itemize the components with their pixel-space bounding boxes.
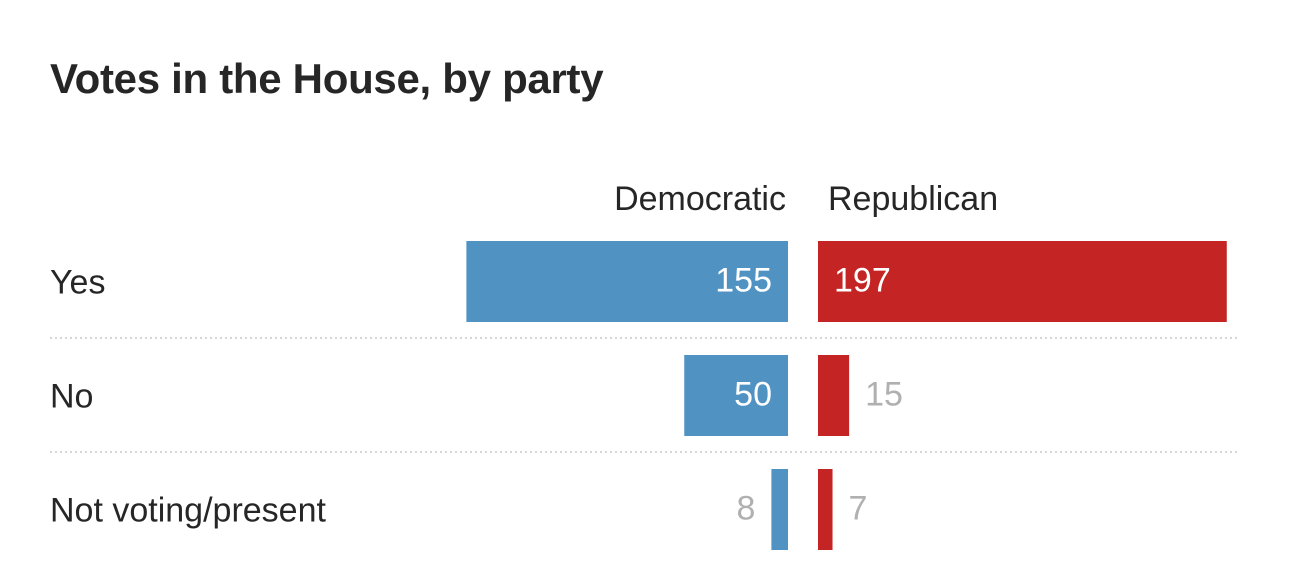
bar-democratic [466,241,788,322]
value-label-republican: 197 [834,262,891,300]
bar-democratic [684,355,788,436]
bar-republican [818,469,833,550]
bar-republican [818,355,850,436]
bar-democratic [771,469,788,550]
category-label: No [50,378,93,416]
value-label-democratic: 8 [736,490,755,528]
value-label-republican: 15 [865,376,903,414]
category-label: Not voting/present [50,492,326,530]
series-header-democratic: Democratic [614,180,786,218]
value-label-republican: 7 [849,490,868,528]
value-label-democratic: 155 [715,262,772,300]
bar-republican [818,241,1227,322]
value-label-democratic: 50 [734,376,772,414]
chart-title: Votes in the House, by party [50,55,604,102]
series-header-republican: Republican [828,180,998,218]
category-label: Yes [50,264,105,302]
